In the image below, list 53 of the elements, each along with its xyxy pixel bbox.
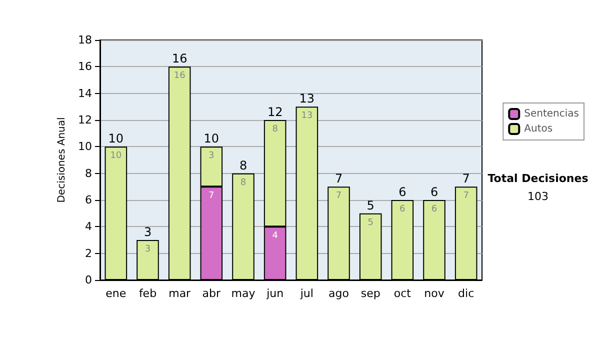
data-label: 7: [336, 191, 342, 202]
total-label: 7: [334, 172, 343, 186]
y-tick-label: 6: [85, 194, 92, 206]
y-tick-label: 12: [78, 114, 92, 126]
data-label: 5: [368, 218, 374, 228]
legend-label: Autos: [524, 124, 553, 134]
y-tick-label: 18: [78, 34, 92, 46]
x-tick-label: jun: [266, 287, 284, 300]
x-tick-label: jul: [299, 287, 314, 300]
y-tick-label: 2: [85, 246, 92, 260]
total-label: 16: [172, 52, 188, 66]
x-tick-label: sep: [360, 287, 380, 300]
total-label: 5: [366, 198, 374, 212]
legend-label: Sentencias: [524, 108, 580, 120]
data-label: 8: [240, 178, 246, 188]
y-axis-title: Decisiones Anual: [56, 117, 68, 203]
x-tick-label: oct: [394, 287, 412, 300]
x-tick-label: may: [231, 287, 256, 300]
data-label: 10: [110, 151, 122, 162]
total-label: 12: [267, 105, 283, 119]
total-label: 6: [430, 185, 438, 199]
x-tick-label: mar: [168, 287, 192, 300]
total-label: 13: [299, 92, 315, 106]
data-label: 4: [272, 231, 278, 242]
y-tick-label: 10: [78, 140, 92, 154]
total-label: 6: [398, 185, 406, 199]
data-label: 13: [301, 111, 313, 122]
total-label: 10: [204, 132, 220, 146]
data-label: 7: [208, 191, 214, 202]
y-tick-label: 8: [85, 166, 92, 180]
total-label: 10: [108, 132, 124, 146]
data-label: 3: [208, 151, 214, 162]
text: 103: [528, 190, 548, 203]
data-label: 6: [400, 204, 406, 214]
y-tick-label: 14: [78, 86, 92, 100]
data-label: 6: [431, 204, 438, 214]
x-tick-label: ago: [328, 287, 350, 300]
data-label: 8: [272, 124, 278, 134]
text: Total Decisiones: [488, 172, 589, 185]
y-tick-label: 0: [85, 274, 92, 286]
x-tick-label: dic: [458, 287, 474, 300]
x-tick-label: nov: [424, 287, 445, 300]
total-label: 8: [239, 158, 248, 172]
y-tick-label: 16: [78, 60, 92, 74]
data-label: 16: [174, 71, 186, 82]
x-tick-label: ene: [106, 287, 126, 300]
x-tick-label: feb: [138, 287, 157, 300]
data-label: 3: [144, 244, 151, 254]
total-label: 3: [144, 225, 152, 239]
data-label: 7: [463, 191, 469, 202]
x-tick-label: abr: [202, 287, 222, 300]
total-label: 7: [462, 172, 470, 186]
y-tick-label: 4: [85, 220, 92, 234]
